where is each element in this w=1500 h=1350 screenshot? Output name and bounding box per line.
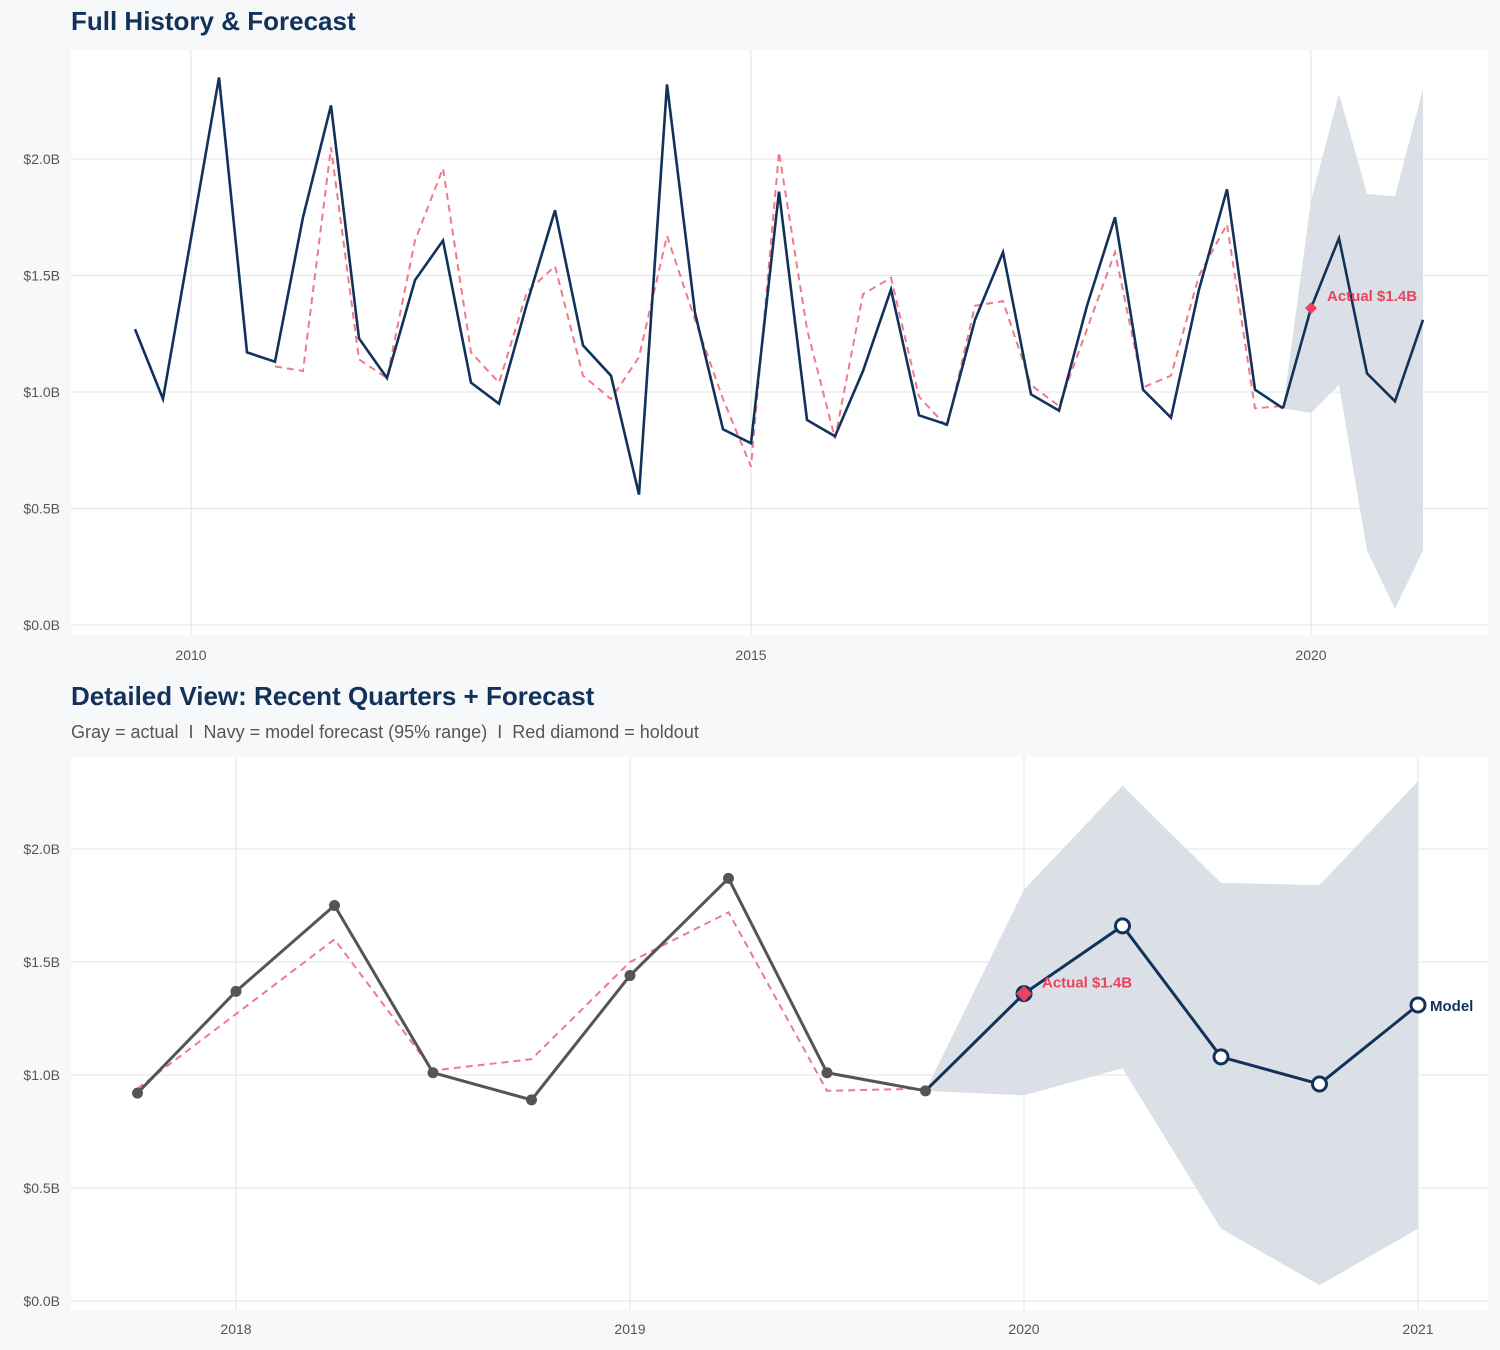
bottom-holdout-diamond (1016, 985, 1032, 1002)
top-y-tick-label: $0.5B (23, 501, 60, 517)
actual-point (427, 1067, 439, 1079)
actual-point (723, 872, 734, 884)
actual-point (920, 1085, 931, 1097)
top-y-tick-label: $1.0B (23, 384, 60, 400)
bottom-y-tick-label: $0.0B (23, 1293, 60, 1309)
bottom-y-tick-label: $0.5B (23, 1180, 60, 1196)
top-x-tick-label: 2020 (1295, 647, 1326, 663)
forecast-point (1114, 917, 1131, 935)
actual-point (230, 985, 242, 997)
bottom-x-tick-label: 2020 (1008, 1321, 1039, 1337)
bottom-fitted-line (136, 910, 926, 1092)
bottom-holdout-label: Actual $1.4B (1042, 975, 1132, 992)
top-forecast-line (1281, 233, 1425, 409)
actual-point (132, 1087, 143, 1099)
bottom-y-tick-label: $1.0B (23, 1067, 60, 1083)
top-y-tick-label: $0.0B (23, 617, 60, 633)
bottom-chart: $0.0B $0.5B $1.0B $1.5B $2.0B 2018 2019 2020 202… (23, 757, 1488, 1337)
top-x-tick-label: 2010 (175, 647, 206, 663)
forecast-end-label: Model (1430, 998, 1473, 1015)
top-holdout-label: Actual $1.4B (1327, 288, 1417, 305)
top-plot-area (71, 50, 1488, 635)
bottom-y-tick-label: $1.5B (23, 954, 60, 970)
top-x-tick-label: 2015 (735, 647, 766, 663)
bottom-x-tick-label: 2021 (1402, 1321, 1433, 1337)
bottom-x-tick-label: 2018 (220, 1321, 251, 1337)
actual-point (526, 1094, 537, 1106)
bottom-chart-title: Detailed View: Recent Quarters + Forecas… (71, 681, 595, 711)
top-chart-title: Full History & Forecast (71, 6, 356, 36)
top-fitted-line (274, 147, 1284, 467)
bottom-y-tick-label: $2.0B (23, 841, 60, 857)
bottom-forecast-line (924, 923, 1419, 1092)
forecast-point (1311, 1075, 1328, 1093)
top-forecast-band (1283, 89, 1423, 609)
actual-point (329, 900, 340, 911)
bottom-chart-subtitle: Gray = actual I Navy = model forecast (9… (71, 722, 699, 742)
actual-point (624, 970, 636, 982)
bottom-forecast-band (925, 781, 1418, 1286)
top-y-tick-label: $1.5B (23, 268, 60, 284)
forecast-point (1212, 1048, 1230, 1066)
forecast-point (1409, 996, 1427, 1014)
top-chart: $0.0B $0.5B $1.0B $1.5B $2.0B 2010 2015 2020 Act… (23, 50, 1488, 663)
top-holdout-diamond (1305, 302, 1317, 315)
bottom-x-tick-label: 2019 (614, 1321, 645, 1337)
top-y-tick-label: $2.0B (23, 151, 60, 167)
actual-point (821, 1067, 833, 1079)
top-actual-line (133, 77, 1284, 495)
